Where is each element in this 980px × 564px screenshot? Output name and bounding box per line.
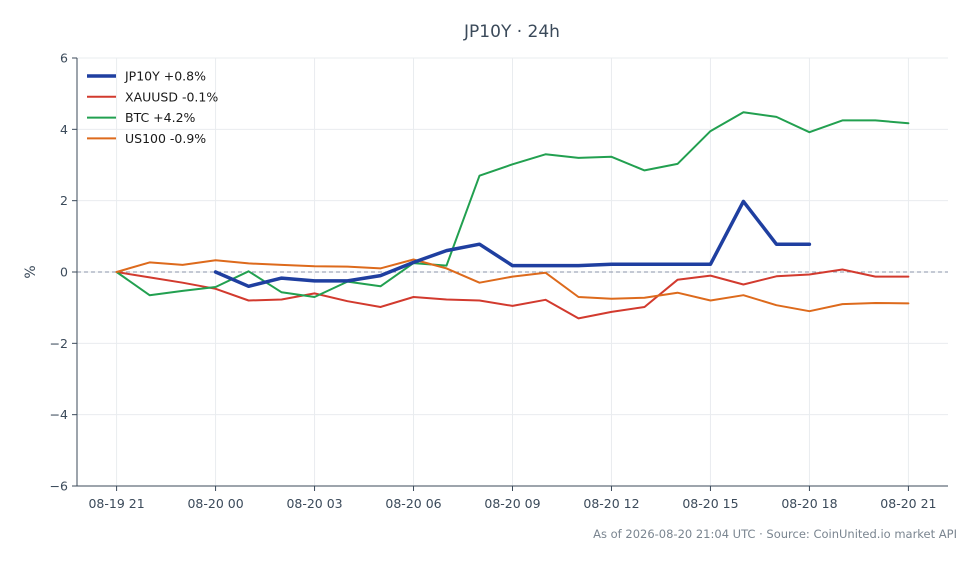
y-tick-label: −6	[50, 479, 68, 494]
series-line-3	[115, 111, 910, 298]
x-tick-label: 08-20 06	[385, 496, 441, 511]
x-tick-label: 08-20 18	[781, 496, 837, 511]
y-axis-label: %	[23, 265, 39, 278]
x-tick-label: 08-20 03	[286, 496, 342, 511]
legend-label-3: BTC +4.2%	[125, 110, 196, 125]
legend-label-1: JP10Y +0.8%	[124, 69, 206, 84]
series-line-4	[115, 258, 910, 313]
footer-source: As of 2026-08-20 21:04 UTC · Source: Coi…	[593, 527, 957, 541]
x-ticks: 08-19 21 08-20 00 08-20 03 08-20 06 08-20 09…	[88, 486, 937, 511]
chart-title: JP10Y · 24h	[463, 22, 560, 42]
series-line-2	[115, 268, 910, 320]
x-tick-label: 08-20 15	[682, 496, 738, 511]
legend-label-4: US100 -0.9%	[125, 131, 206, 146]
y-ticks: −6 −4 −2 0 2 4 6	[50, 51, 77, 494]
x-tick-label: 08-20 00	[187, 496, 243, 511]
legend: JP10Y +0.8% XAUUSD -0.1% BTC +4.2% US100 -0…	[87, 69, 218, 146]
y-tick-label: 4	[60, 122, 68, 137]
x-tick-label: 08-20 21	[880, 496, 936, 511]
y-tick-label: 2	[60, 193, 68, 208]
legend-label-2: XAUUSD -0.1%	[125, 89, 218, 104]
x-tick-label: 08-19 21	[88, 496, 144, 511]
series-line-1	[213, 199, 812, 289]
series-lines	[115, 111, 910, 320]
y-tick-label: −4	[50, 407, 68, 422]
x-tick-label: 08-20 09	[484, 496, 540, 511]
x-tick-label: 08-20 12	[583, 496, 639, 511]
y-tick-label: 0	[60, 265, 68, 280]
y-tick-label: −2	[50, 336, 68, 351]
y-tick-label: 6	[60, 51, 68, 66]
